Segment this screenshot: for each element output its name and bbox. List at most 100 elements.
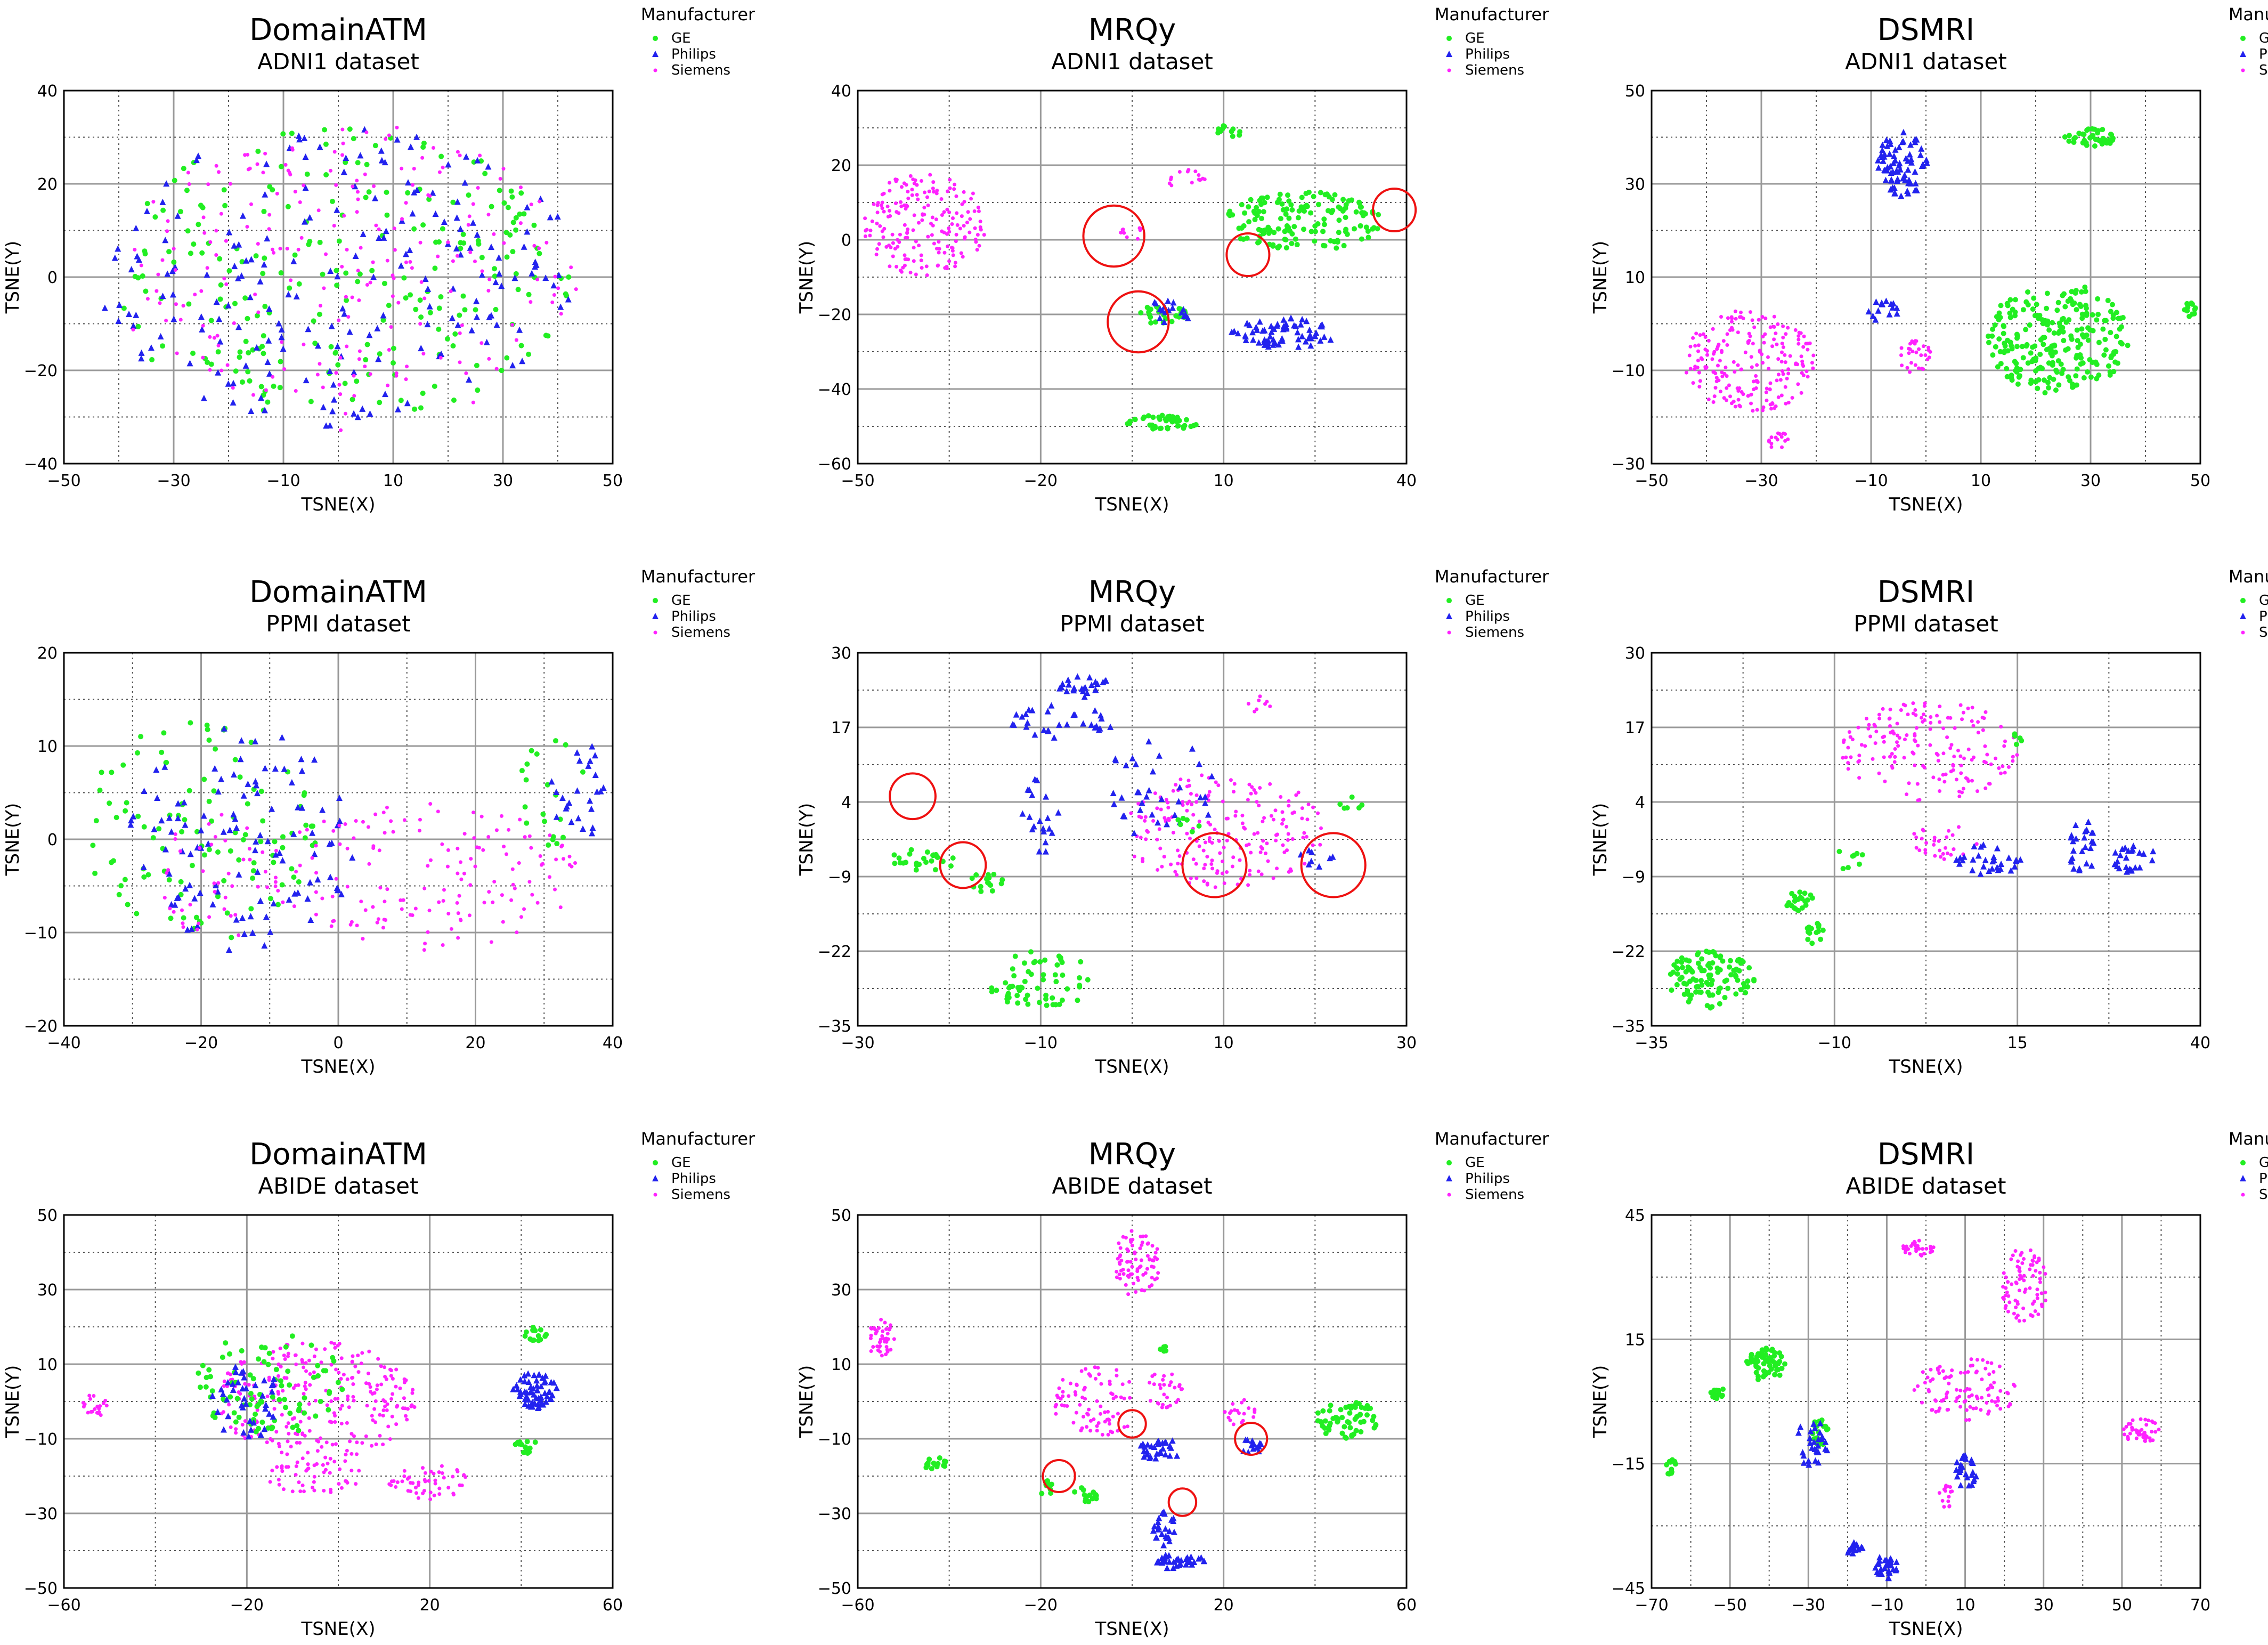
point-ge — [1344, 231, 1350, 237]
point-siemens — [213, 834, 217, 839]
point-philips — [517, 1388, 524, 1395]
point-ge — [1176, 314, 1182, 320]
point-philips — [213, 881, 220, 888]
point-siemens — [1769, 441, 1774, 445]
point-philips — [553, 1384, 560, 1391]
point-siemens — [312, 1474, 316, 1479]
point-ge — [418, 314, 424, 320]
point-siemens — [1696, 349, 1701, 353]
point-ge — [1809, 895, 1815, 901]
point-siemens — [356, 269, 360, 273]
point-siemens — [954, 239, 958, 244]
point-philips — [532, 263, 539, 270]
point-philips — [1013, 711, 1020, 718]
point-ge — [542, 819, 548, 824]
point-siemens — [1116, 1257, 1120, 1261]
point-ge — [1836, 848, 1842, 854]
point-philips — [1297, 321, 1304, 328]
point-siemens — [898, 232, 902, 237]
point-ge — [152, 214, 158, 220]
point-philips — [162, 846, 169, 853]
point-ge — [504, 254, 510, 260]
point-ge — [124, 800, 129, 806]
point-siemens — [428, 802, 433, 806]
point-philips — [1901, 172, 1908, 179]
point-philips — [474, 231, 481, 238]
point-ge — [2096, 372, 2102, 378]
point-siemens — [363, 172, 367, 176]
point-siemens — [1981, 728, 1985, 732]
point-siemens — [494, 828, 499, 832]
point-philips — [1178, 1557, 1185, 1563]
point-siemens — [1084, 1367, 1088, 1371]
point-ge — [317, 239, 323, 245]
point-siemens — [1928, 727, 1932, 731]
point-ge — [931, 1460, 937, 1466]
point-philips — [1879, 141, 1886, 148]
point-siemens — [1287, 799, 1291, 803]
point-siemens — [242, 1360, 246, 1364]
point-philips — [2136, 849, 2143, 856]
point-ge — [1799, 905, 1805, 911]
point-ge — [208, 318, 214, 323]
point-ge — [315, 1363, 321, 1368]
point-siemens — [1281, 843, 1285, 847]
point-ge — [1072, 1489, 1078, 1495]
point-ge — [150, 835, 156, 841]
y-tick-label: 50 — [831, 1206, 851, 1225]
point-siemens — [394, 374, 399, 378]
point-siemens — [1958, 1405, 1963, 1409]
point-siemens — [2017, 1268, 2021, 1273]
point-siemens — [1693, 344, 1697, 348]
point-siemens — [1129, 1229, 1134, 1233]
point-siemens — [2121, 1427, 2126, 1431]
point-siemens — [1942, 1505, 1946, 1509]
point-philips — [1173, 1562, 1180, 1569]
point-siemens — [343, 822, 347, 826]
point-siemens — [1162, 1383, 1166, 1387]
point-ge — [1193, 422, 1199, 427]
point-siemens — [158, 301, 162, 305]
point-ge — [282, 1405, 288, 1411]
point-siemens — [1913, 363, 1917, 367]
point-ge — [1686, 958, 1692, 964]
point-philips — [568, 819, 575, 825]
point-philips — [1970, 856, 1977, 863]
point-philips — [261, 1425, 268, 1432]
point-siemens — [1136, 801, 1141, 806]
point-philips — [302, 184, 309, 191]
point-ge — [2012, 313, 2018, 319]
point-ge — [250, 868, 256, 874]
legend-marker-philips — [2240, 613, 2246, 619]
point-philips — [1899, 175, 1906, 182]
point-ge — [432, 265, 438, 271]
point-siemens — [1220, 871, 1224, 876]
point-siemens — [456, 936, 460, 940]
point-siemens — [1155, 838, 1159, 842]
point-siemens — [338, 1467, 342, 1471]
point-ge — [2112, 349, 2118, 355]
point-siemens — [1846, 745, 1850, 750]
point-siemens — [971, 191, 975, 196]
point-siemens — [2144, 1423, 2149, 1427]
point-ge — [236, 857, 242, 863]
point-siemens — [1902, 756, 1906, 760]
point-siemens — [1796, 342, 1801, 346]
point-siemens — [355, 1440, 359, 1445]
point-siemens — [1934, 1399, 1938, 1403]
point-siemens — [1984, 786, 1988, 790]
point-ge — [497, 188, 502, 193]
point-siemens — [385, 887, 389, 892]
point-siemens — [1781, 372, 1785, 376]
point-philips — [1814, 1447, 1820, 1454]
point-ge — [1348, 1405, 1354, 1411]
point-siemens — [410, 1403, 414, 1407]
legend-title: Manufacturer — [1435, 566, 1549, 587]
point-siemens — [1917, 347, 1921, 351]
point-siemens — [1726, 316, 1730, 320]
point-philips — [1092, 707, 1099, 714]
point-siemens — [1931, 775, 1936, 780]
point-siemens — [1958, 754, 1963, 758]
point-ge — [1728, 972, 1734, 978]
point-siemens — [1247, 842, 1251, 847]
